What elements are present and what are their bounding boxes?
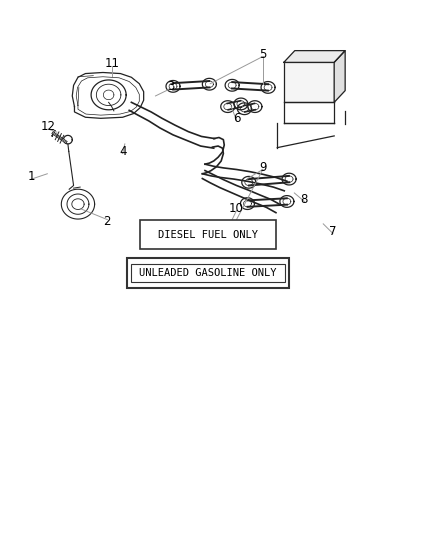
- Bar: [131, 264, 285, 282]
- Polygon shape: [334, 51, 345, 102]
- Text: 12: 12: [41, 120, 56, 133]
- Text: DIESEL FUEL ONLY: DIESEL FUEL ONLY: [158, 230, 258, 239]
- Polygon shape: [284, 51, 345, 62]
- Text: 10: 10: [229, 203, 244, 215]
- Text: 6: 6: [233, 112, 240, 125]
- Text: 3: 3: [167, 80, 174, 93]
- Text: 1: 1: [28, 171, 35, 183]
- Bar: [140, 220, 276, 249]
- Text: 2: 2: [103, 215, 111, 228]
- Text: UNLEADED GASOLINE ONLY: UNLEADED GASOLINE ONLY: [139, 268, 277, 278]
- Text: 8: 8: [301, 193, 308, 206]
- Text: 7: 7: [329, 225, 337, 238]
- Text: 5: 5: [259, 48, 266, 61]
- Text: 11: 11: [104, 58, 119, 70]
- Text: 9: 9: [259, 161, 267, 174]
- Polygon shape: [52, 130, 55, 136]
- Bar: [284, 62, 334, 102]
- Text: 4: 4: [119, 146, 127, 158]
- Bar: [127, 259, 289, 288]
